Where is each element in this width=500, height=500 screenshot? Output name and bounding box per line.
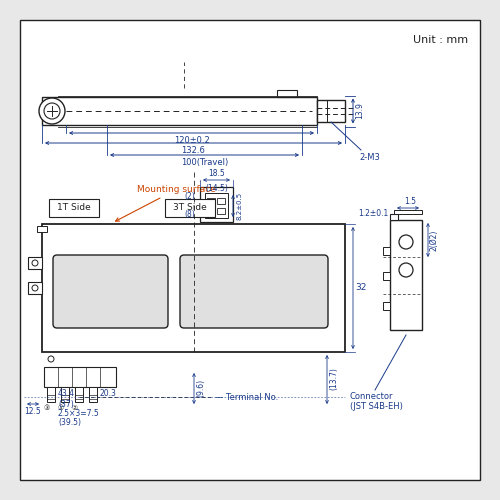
Text: 1.5: 1.5	[404, 197, 416, 206]
Circle shape	[399, 235, 413, 249]
Text: 20.3: 20.3	[99, 390, 116, 398]
Text: (39.5): (39.5)	[58, 418, 81, 426]
Text: ②: ②	[72, 405, 78, 411]
Text: Mounting surface: Mounting surface	[116, 185, 216, 221]
FancyBboxPatch shape	[180, 255, 328, 328]
Bar	[207, 198, 215, 204]
Bar	[61, 387, 69, 402]
Text: ③: ③	[44, 405, 50, 411]
Text: 1T Side: 1T Side	[57, 204, 91, 212]
Text: 18.5: 18.5	[208, 169, 226, 178]
Text: (37): (37)	[58, 400, 74, 408]
Bar	[383, 247, 390, 255]
Circle shape	[399, 263, 413, 277]
Bar	[42, 224, 345, 352]
Bar	[44, 367, 116, 387]
Bar	[390, 220, 422, 330]
Text: 2.5×3=7.5: 2.5×3=7.5	[58, 408, 100, 418]
Text: 2-M3: 2-M3	[359, 153, 380, 162]
Bar	[383, 302, 390, 310]
Text: 1.2±0.1: 1.2±0.1	[358, 208, 388, 218]
Bar	[277, 90, 297, 97]
Bar	[37, 226, 47, 232]
FancyBboxPatch shape	[165, 199, 215, 217]
Circle shape	[32, 260, 38, 266]
Text: — Terminal No.: — Terminal No.	[215, 392, 278, 402]
Bar	[28, 257, 42, 269]
Bar	[200, 187, 233, 222]
Text: (9.6): (9.6)	[196, 379, 205, 397]
Bar	[28, 282, 42, 294]
Text: (2): (2)	[184, 192, 196, 200]
Bar	[47, 387, 55, 402]
Bar	[217, 198, 225, 204]
Bar	[383, 272, 390, 280]
Text: Connector
(JST S4B-EH): Connector (JST S4B-EH)	[350, 392, 403, 411]
Bar	[75, 387, 83, 402]
Text: 43.4: 43.4	[58, 390, 75, 398]
Text: Unit : mm: Unit : mm	[413, 35, 468, 45]
FancyBboxPatch shape	[49, 199, 99, 217]
Text: 12.5: 12.5	[24, 407, 42, 416]
Text: 100(Travel): 100(Travel)	[181, 158, 228, 167]
Bar	[394, 210, 422, 214]
Circle shape	[32, 285, 38, 291]
Text: (8): (8)	[184, 210, 196, 218]
Bar	[207, 208, 215, 214]
Text: ①: ①	[58, 405, 64, 411]
Text: 8.2±0.5: 8.2±0.5	[236, 192, 242, 220]
Text: 132.6: 132.6	[182, 146, 206, 155]
Circle shape	[39, 98, 65, 124]
FancyBboxPatch shape	[53, 255, 168, 328]
Polygon shape	[390, 214, 398, 220]
Text: (13.7): (13.7)	[329, 368, 338, 390]
Bar	[89, 387, 97, 402]
Bar	[42, 97, 317, 125]
Bar	[217, 208, 225, 214]
Text: 120±0.2: 120±0.2	[174, 136, 210, 145]
Text: (14.5): (14.5)	[206, 184, 229, 193]
Text: 13.9: 13.9	[355, 102, 364, 120]
Text: 32: 32	[355, 284, 366, 292]
Bar	[317, 100, 345, 122]
Circle shape	[44, 103, 60, 119]
Text: 3T Side: 3T Side	[173, 204, 207, 212]
Circle shape	[48, 356, 54, 362]
Text: 2(Ø2): 2(Ø2)	[430, 230, 439, 250]
Bar	[205, 193, 228, 218]
